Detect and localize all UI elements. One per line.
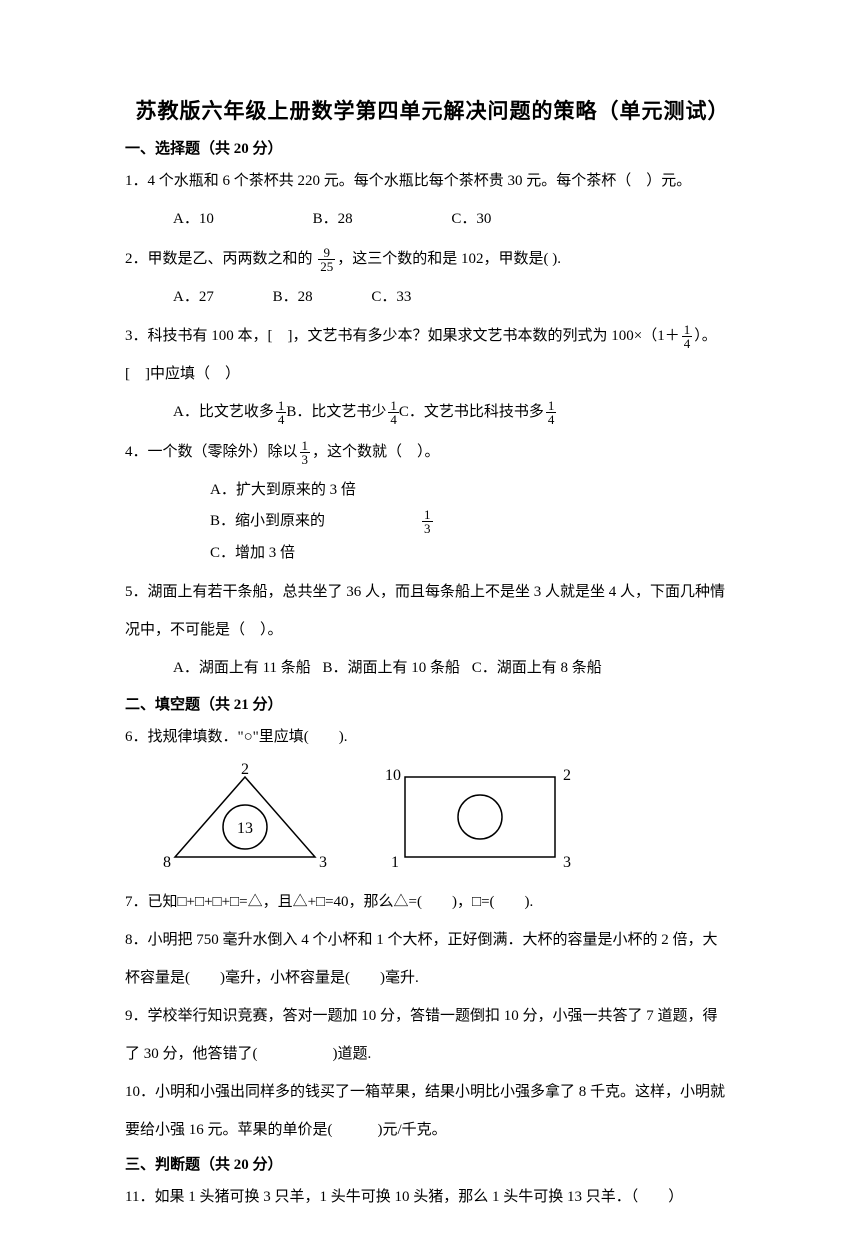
svg-text:8: 8 [163,854,171,871]
svg-text:3: 3 [563,854,571,871]
q5-opt-b: B．湖面上有 10 条船 [323,653,461,685]
question-10-line2: 要给小强 16 元。苹果的单价是( )元/千克。 [125,1115,740,1145]
q2-opt-c: C．33 [371,282,411,314]
fraction-1-3: 13 [300,439,311,466]
triangle-figure: 2 8 3 13 [155,762,335,877]
svg-text:2: 2 [241,762,249,778]
question-5-options: A．湖面上有 11 条船 B．湖面上有 10 条船 C．湖面上有 8 条船 [125,653,740,685]
q3-opt-b: B．比文艺书少14 [286,397,399,429]
fraction-9-25: 925 [318,246,335,273]
question-8-line2: 杯容量是( )毫升，小杯容量是( )毫升. [125,963,740,993]
q4-opt-b: B．缩小到原来的13 [210,506,623,538]
fraction-1-4: 14 [682,323,693,350]
svg-text:2: 2 [563,767,571,784]
question-5-line1: 5．湖面上有若干条船，总共坐了 36 人，而且每条船上不是坐 3 人就是坐 4 … [125,577,740,607]
question-3-options: A．比文艺收多14B．比文艺书少14C．文艺书比科技书多14 [125,397,740,429]
figures-container: 2 8 3 13 10 2 1 3 [155,762,740,877]
q4-post: ，这个数就（ ）。 [312,444,440,460]
question-3-line2: [ ]中应填（ ） [125,359,740,389]
section-3-head: 三、判断题（共 20 分） [125,1153,740,1174]
svg-text:13: 13 [237,820,253,837]
q2-pre: 2．甲数是乙、丙两数之和的 [125,251,316,267]
question-6: 6．找规律填数．"○"里应填( ). [125,722,740,752]
svg-text:1: 1 [391,854,399,871]
q3-pre: 3．科技书有 100 本，[ ]，文艺书有多少本？如果求文艺书本数的列式为 10… [125,328,680,344]
question-9-line1: 9．学校举行知识竞赛，答对一题加 10 分，答错一题倒扣 10 分，小强一共答了… [125,1001,740,1031]
q1-opt-c: C．30 [451,204,491,236]
rect-figure: 10 2 1 3 [375,762,575,877]
q3-opt-c: C．文艺书比科技书多14 [399,397,557,429]
q2-opt-b: B．28 [273,282,313,314]
question-1-options: A．10 B．28 C．30 [125,204,740,236]
q3-opt-a: A．比文艺收多14 [173,397,286,429]
q5-opt-a: A．湖面上有 11 条船 [173,653,311,685]
question-3: 3．科技书有 100 本，[ ]，文艺书有多少本？如果求文艺书本数的列式为 10… [125,321,740,351]
q3-post: ）。 [694,328,717,344]
q1-opt-b: B．28 [313,204,353,236]
q5-opt-c: C．湖面上有 8 条船 [472,653,602,685]
question-4-options: A．扩大到原来的 3 倍 B．缩小到原来的13 C．增加 3 倍 [125,475,740,570]
svg-text:3: 3 [319,854,327,871]
q4-opt-c: C．增加 3 倍 [210,538,295,570]
question-9-line2: 了 30 分，他答错了( )道题. [125,1039,740,1069]
q2-opt-a: A．27 [173,282,214,314]
question-11: 11．如果 1 头猪可换 3 只羊，1 头牛可换 10 头猪，那么 1 头牛可换… [125,1182,740,1212]
question-8-line1: 8．小明把 750 毫升水倒入 4 个小杯和 1 个大杯，正好倒满．大杯的容量是… [125,925,740,955]
question-2-options: A．27 B．28 C．33 [125,282,740,314]
question-10-line1: 10．小明和小强出同样多的钱买了一箱苹果，结果小明比小强多拿了 8 千克。这样，… [125,1077,740,1107]
svg-text:10: 10 [385,767,401,784]
q4-pre: 4．一个数（零除外）除以 [125,444,298,460]
question-7: 7．已知□+□+□+□=△，且△+□=40，那么△=( )，□=( ). [125,887,740,917]
question-2: 2．甲数是乙、丙两数之和的 925，这三个数的和是 102，甲数是( ). [125,244,740,274]
section-1-head: 一、选择题（共 20 分） [125,137,740,158]
question-5-line2: 况中，不可能是（ ）。 [125,615,740,645]
page-title: 苏教版六年级上册数学第四单元解决问题的策略（单元测试） [125,95,740,125]
question-4: 4．一个数（零除外）除以13，这个数就（ ）。 [125,437,740,467]
q1-opt-a: A．10 [173,204,214,236]
q2-post: ，这三个数的和是 102，甲数是( ). [337,251,561,267]
section-2-head: 二、填空题（共 21 分） [125,693,740,714]
q4-opt-a: A．扩大到原来的 3 倍 [210,475,356,507]
question-1: 1．4 个水瓶和 6 个茶杯共 220 元。每个水瓶比每个茶杯贵 30 元。每个… [125,166,740,196]
